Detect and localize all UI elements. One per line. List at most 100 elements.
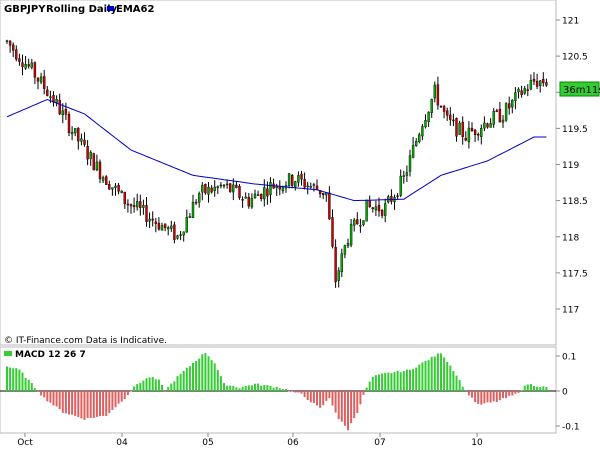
price-tick-label: 117.5 [562, 269, 588, 279]
macd-bar [511, 391, 514, 396]
candle-body [222, 184, 226, 187]
x-tick-label: 10 [471, 438, 483, 448]
candle-body [442, 106, 446, 112]
candle-body [455, 118, 458, 137]
candle-body [529, 80, 533, 90]
macd-bar [260, 385, 263, 391]
macd-bar [300, 391, 303, 394]
macd-bar [529, 384, 532, 391]
candle-body [77, 127, 80, 142]
macd-bar [161, 384, 163, 391]
macd-bar [64, 391, 67, 414]
macd-bar [405, 369, 408, 391]
candle-body [306, 185, 309, 188]
macd-bar [142, 380, 145, 391]
macd-bar [80, 391, 83, 419]
candle-body [480, 128, 483, 137]
candle-body [281, 186, 285, 192]
macd-bar [21, 372, 24, 391]
candle-body [287, 173, 291, 186]
candle-body [179, 234, 182, 236]
candle-body [418, 134, 421, 143]
macd-bar [350, 391, 353, 424]
candle-body [197, 193, 201, 203]
macd-bar [167, 387, 170, 391]
price-tick-label: 120.5 [562, 53, 588, 63]
macd-bar [210, 360, 213, 391]
candle-body [430, 99, 433, 113]
macd-bar [139, 382, 142, 391]
candle-body [185, 217, 189, 233]
candle-body [384, 203, 387, 216]
macd-bar [436, 353, 439, 391]
macd-bar [204, 353, 207, 391]
macd-bar [495, 391, 498, 403]
macd-bar [337, 391, 340, 420]
candle-body [297, 175, 300, 183]
macd-bar [89, 391, 92, 419]
candle-body [501, 119, 505, 123]
macd-bar [145, 378, 148, 391]
macd-bar [154, 379, 157, 391]
macd-bar [461, 386, 464, 391]
candle-body [92, 153, 96, 171]
candle-body [256, 194, 260, 196]
candle-body [449, 114, 452, 120]
macd-bar [86, 391, 89, 418]
macd-bar [188, 366, 191, 391]
macd-bar [399, 372, 402, 391]
macd-bar [347, 391, 349, 431]
candle-body [526, 89, 529, 91]
candle-body [163, 223, 167, 229]
candle-body [517, 88, 520, 93]
candle-body [504, 103, 508, 121]
candle-body [80, 138, 83, 142]
candle-body [216, 186, 220, 188]
macd-bar [418, 364, 421, 391]
macd-bar [471, 391, 473, 398]
macd-bar [402, 370, 405, 391]
candle-body [402, 175, 405, 177]
macd-bar [232, 386, 235, 391]
candle-body [291, 175, 294, 186]
macd-bar [498, 391, 501, 401]
candle-body [309, 186, 312, 188]
macd-bar [83, 391, 86, 420]
macd-bar [452, 371, 455, 391]
macd-bar [254, 383, 256, 391]
macd-bar [136, 384, 139, 391]
data-disclaimer: © IT-Finance.com Data is Indicative. [4, 336, 167, 346]
candle-body [244, 196, 247, 199]
candle-body [67, 113, 71, 134]
macd-bar [393, 372, 396, 391]
macd-bar [46, 391, 49, 402]
macd-bar [219, 376, 222, 391]
candle-body [542, 79, 545, 84]
candle-body [228, 183, 232, 192]
macd-bar [467, 391, 470, 396]
candle-body [30, 62, 33, 68]
candle-body [232, 184, 235, 193]
x-tick-label: 05 [202, 438, 213, 448]
macd-bar [176, 376, 179, 391]
macd-bar [133, 386, 136, 391]
candle-body [399, 175, 402, 196]
candle-body [11, 44, 15, 51]
candle-body [27, 64, 30, 67]
candle-body [207, 186, 210, 195]
macd-bar [514, 391, 517, 394]
macd-bar [250, 385, 253, 391]
macd-bar [334, 391, 337, 413]
macd-bar [27, 379, 30, 391]
candle-body [129, 204, 133, 207]
candle-body [266, 188, 269, 197]
candle-body [539, 80, 542, 86]
macd-bar [71, 391, 74, 415]
macd-bar [157, 379, 160, 391]
price-tick-label: 117 [562, 306, 579, 316]
macd-axis: 0.1 0 -0.1 [556, 353, 580, 433]
candle-body [424, 120, 427, 128]
candle-body [148, 218, 151, 222]
candle-body [61, 110, 64, 116]
